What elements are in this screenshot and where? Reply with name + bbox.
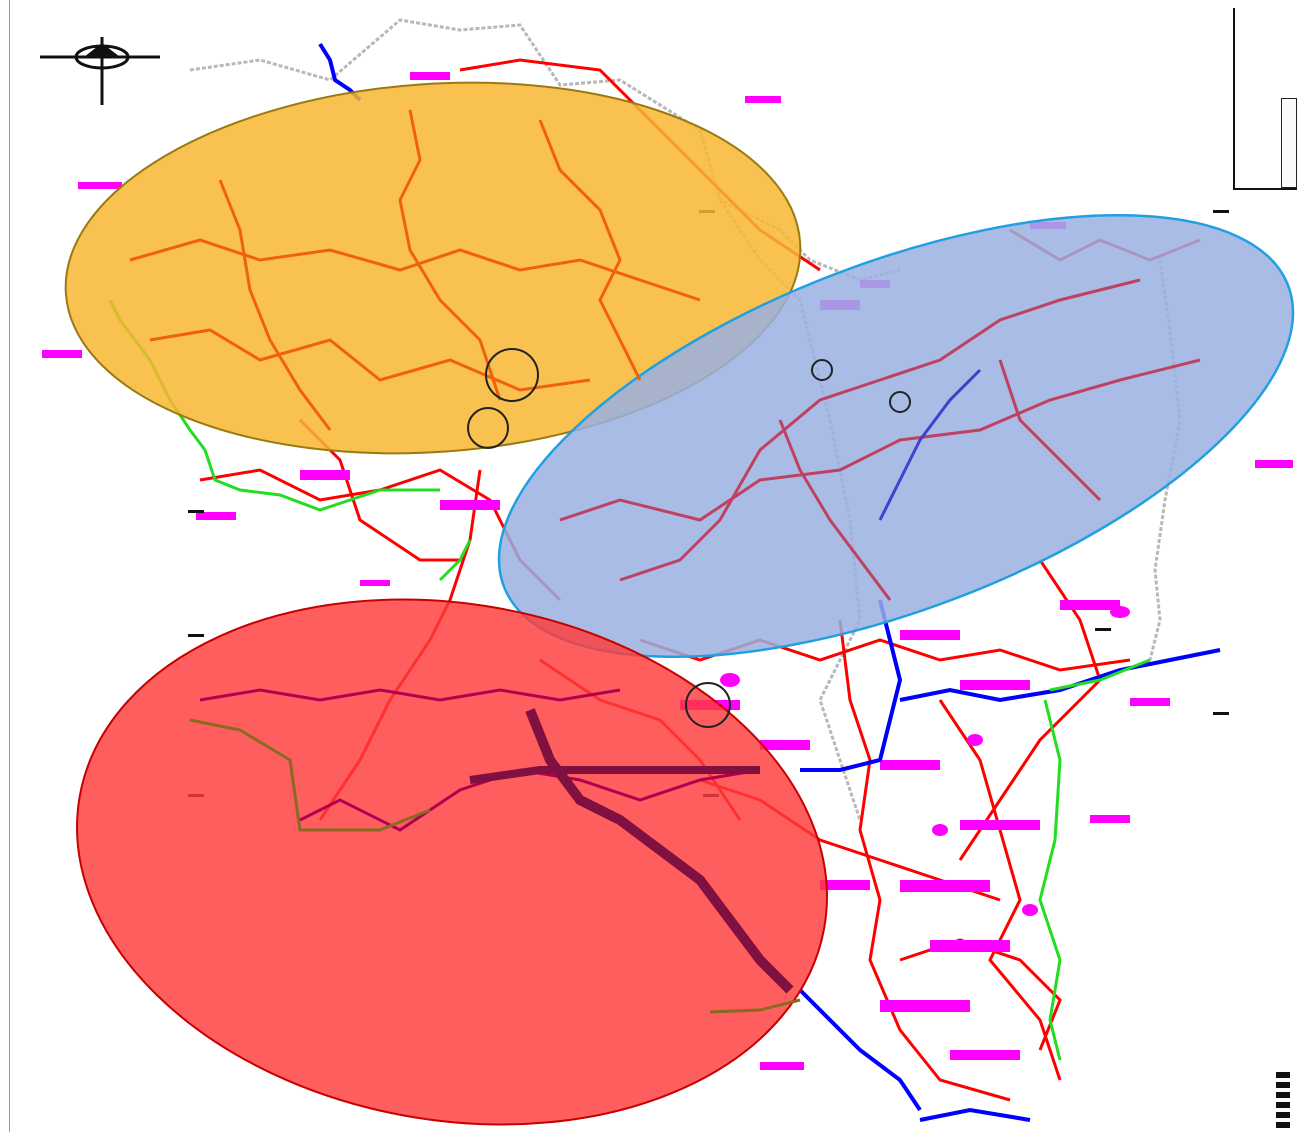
settlement-label [900,630,960,640]
settlement-label [745,96,781,103]
settlement-label [880,760,940,770]
settlement-dot [1110,606,1130,618]
marker-circle [811,359,833,381]
settlement-dot [967,734,983,746]
settlement-label [930,940,1010,952]
road [149,328,591,392]
road [559,358,1201,522]
road [838,619,1011,1102]
grid-tick [188,634,204,637]
road [938,699,1062,1081]
settlement-label [196,512,236,520]
zone-north-west [64,81,802,455]
grid-tick [1213,210,1229,213]
settlement-label [1090,815,1130,823]
legend-box [1233,8,1297,190]
settlement-label [820,880,870,890]
marker-circle [467,407,509,449]
zone-overlay-features [129,109,1201,1014]
road [129,238,701,302]
road [899,938,1062,1051]
settlement-label [1060,600,1120,610]
settlement-label [880,1000,970,1012]
north-arrow-icon [40,37,160,105]
settlement-label [42,350,82,358]
zone-east [497,213,1295,659]
marker-circle [889,391,911,413]
settlement-dot [932,824,948,836]
map-frame-edge [9,0,10,1132]
settlement-label [360,580,390,586]
grid-tick [1095,628,1111,631]
road [199,688,621,702]
boundary-line [1038,699,1062,1061]
settlement-label [1130,698,1170,706]
settlement-label [440,500,500,510]
settlement-label [1255,460,1293,468]
grid-tick [1213,712,1229,715]
road [218,179,332,431]
river [798,988,922,1112]
boundary-line [203,449,440,512]
scale-bar [1276,1072,1290,1128]
river [469,766,760,784]
legend-inner-frame [1281,98,1297,188]
settlement-label [760,1062,804,1070]
road [398,109,502,401]
river [800,599,903,772]
road [778,419,892,601]
settlement-label [300,470,350,480]
grid-tick [188,510,204,513]
settlement-label [78,182,122,189]
settlement-dot [720,673,740,687]
marker-circle [685,682,731,728]
river [878,368,982,521]
road [189,718,431,832]
boundary-line [1049,658,1151,692]
settlement-label [760,740,810,750]
marker-circle [485,348,539,402]
road [619,278,1141,582]
zone-south-west [76,598,828,1126]
settlement-label [900,880,990,892]
highlight-zones [64,81,1295,1126]
settlement-label [960,820,1040,830]
road [538,119,642,381]
admin-line-east [1148,259,1182,661]
road [998,359,1102,502]
settlement-label [960,680,1030,690]
settlement-dot [1022,904,1038,916]
road [709,998,801,1014]
river-network [318,42,1221,1122]
river [919,1107,1031,1122]
map-markers [467,348,911,728]
settlement-label [410,72,450,80]
admin-line-north [189,18,901,282]
settlement-label [950,1050,1020,1060]
river [899,648,1221,703]
boundary-line [438,539,472,582]
